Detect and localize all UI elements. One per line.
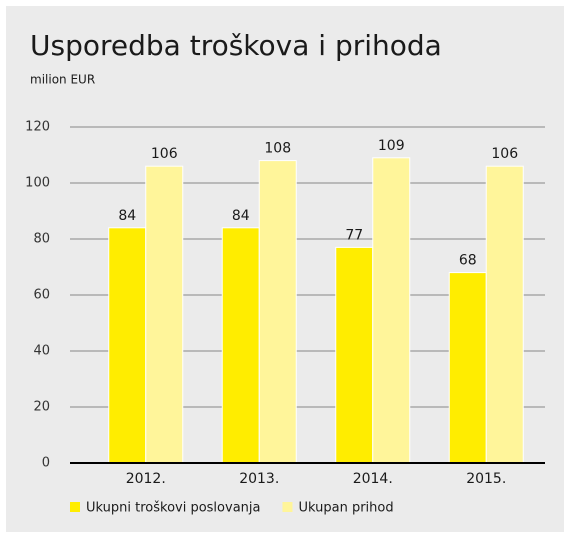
data-label: 68: [459, 253, 477, 269]
data-label: 106: [491, 146, 518, 162]
x-tick-label: 2013.: [239, 471, 279, 487]
y-tick-label: 20: [33, 400, 50, 415]
bar: [221, 227, 260, 464]
y-tick-label: 120: [25, 120, 50, 135]
data-label: 84: [232, 208, 250, 224]
x-tick-label: 2014.: [353, 471, 393, 487]
bar: [485, 165, 524, 464]
x-tick-label: 2015.: [466, 471, 506, 487]
legend-swatch: [70, 502, 80, 512]
bar: [448, 272, 487, 464]
bar: [335, 246, 374, 464]
data-label: 84: [118, 208, 136, 224]
data-label: 109: [378, 138, 405, 154]
y-tick-label: 100: [25, 176, 50, 191]
bar: [258, 160, 297, 464]
y-tick-label: 60: [33, 288, 50, 303]
data-label: 77: [345, 227, 363, 243]
bar: [372, 157, 411, 464]
y-tick-label: 0: [42, 456, 50, 471]
data-label: 108: [264, 141, 291, 157]
legend-label: Ukupan prihod: [298, 501, 393, 516]
chart-subtitle: milion EUR: [30, 73, 95, 87]
bar: [145, 165, 184, 464]
x-tick-label: 2012.: [126, 471, 166, 487]
data-label: 106: [151, 146, 178, 162]
y-tick-label: 40: [33, 344, 50, 359]
bar: [108, 227, 147, 464]
legend-label: Ukupni troškovi poslovanja: [86, 501, 260, 516]
legend-swatch: [282, 502, 293, 512]
y-tick-label: 80: [33, 232, 50, 247]
chart-title: Usporedba troškova i prihoda: [30, 29, 442, 62]
